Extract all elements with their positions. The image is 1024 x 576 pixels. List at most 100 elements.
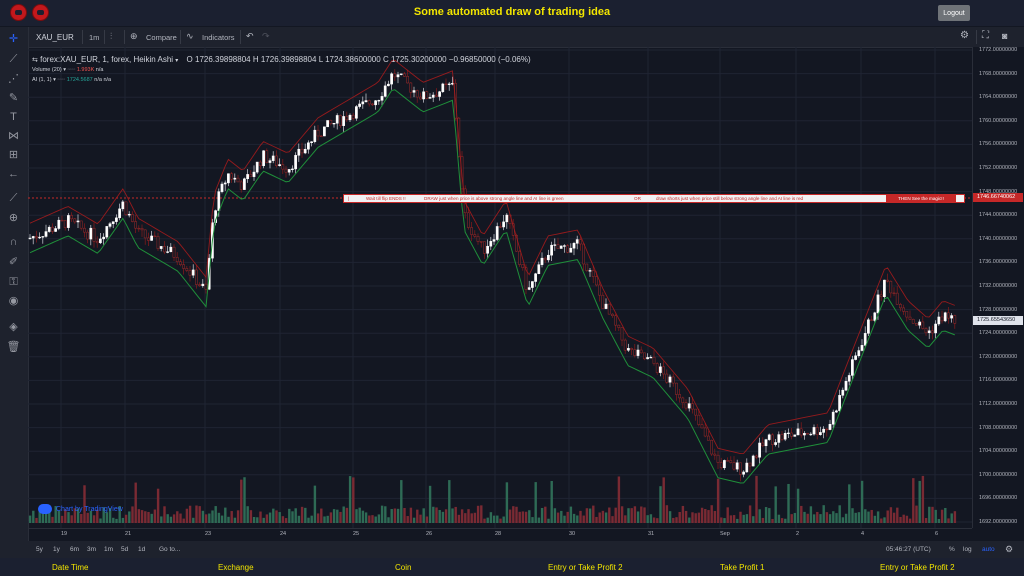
- volume-bar: [243, 477, 246, 523]
- ai-value-2: n/a: [94, 77, 102, 83]
- volume-bar: [518, 511, 521, 523]
- zoom-icon[interactable]: ⊕: [8, 212, 19, 224]
- legend-dropdown-icon[interactable]: ▾: [175, 58, 179, 64]
- text-icon[interactable]: T: [10, 111, 17, 123]
- candle-body: [630, 348, 633, 350]
- eye-icon[interactable]: ◉: [8, 295, 19, 307]
- candle-body: [873, 312, 877, 321]
- price-chart[interactable]: [28, 47, 972, 528]
- candle-body: [783, 433, 787, 440]
- volume-bar: [828, 514, 832, 523]
- candle-body: [639, 349, 643, 354]
- chart-toolbar: XAU_EUR 1m ⫶ ⊕ Compare ∿ Indicators ↶ ↷ …: [28, 27, 1024, 48]
- candle-body: [655, 363, 659, 373]
- legend-dropdown-icon[interactable]: ▾: [63, 67, 66, 73]
- volume-bar: [150, 513, 153, 523]
- time-tick: 30: [569, 531, 576, 537]
- symbol-search[interactable]: XAU_EUR: [36, 33, 74, 42]
- redo-icon[interactable]: ↷: [262, 31, 270, 41]
- volume-bar: [553, 508, 557, 523]
- candle-body: [223, 182, 227, 185]
- clock-readout[interactable]: 05:46:27 (UTC): [886, 546, 931, 553]
- compare-icon[interactable]: ⊕: [130, 31, 138, 41]
- range-button-1m[interactable]: 1m: [104, 546, 114, 553]
- volume-bar: [288, 508, 291, 523]
- back-arrow-icon[interactable]: ←: [8, 168, 19, 180]
- candle-body: [684, 402, 688, 409]
- measure-icon[interactable]: ⊞: [8, 149, 19, 161]
- settings-icon[interactable]: ⚙: [960, 30, 969, 41]
- range-button-1y[interactable]: 1y: [53, 546, 60, 553]
- lock-drawing-icon[interactable]: ✐: [8, 256, 19, 268]
- candle-body: [953, 315, 957, 324]
- volume-bar: [332, 509, 336, 523]
- candle-body: [601, 294, 605, 309]
- candle-body: [479, 241, 483, 243]
- candle-body: [831, 411, 835, 425]
- legend-dropdown-icon[interactable]: ▾: [53, 77, 56, 83]
- candle-body: [156, 236, 160, 249]
- volume-bar: [166, 514, 169, 523]
- volume-label[interactable]: Volume (20): [32, 67, 62, 73]
- interval-select[interactable]: 1m: [89, 33, 100, 42]
- compare-button[interactable]: Compare: [146, 33, 177, 42]
- volume-bar: [483, 518, 486, 523]
- footer-bar: Date Time Exchange Coin Entry or Take Profi…: [0, 558, 1024, 576]
- goto-button[interactable]: Go to...: [159, 546, 181, 553]
- volume-bar: [713, 510, 717, 523]
- volume-bar: [236, 510, 240, 523]
- brush-icon[interactable]: ✎: [8, 92, 19, 104]
- candle-body: [492, 239, 496, 242]
- volume-value-2: n/a: [95, 67, 104, 73]
- time-axis[interactable]: 19 21 23 24 25 26 28 30 31 Sep 2 4 6: [28, 528, 972, 541]
- candle-body: [748, 462, 752, 467]
- range-button-1d[interactable]: 1d: [138, 546, 146, 553]
- volume-bar: [403, 507, 406, 523]
- log-toggle[interactable]: log: [963, 546, 972, 553]
- trash-icon[interactable]: 🗑: [6, 341, 21, 353]
- candle-body: [652, 356, 656, 364]
- candle-body: [806, 433, 809, 435]
- range-button-5d[interactable]: 5d: [121, 546, 129, 553]
- volume-bar: [524, 511, 528, 523]
- pattern-icon[interactable]: ⋈: [8, 130, 19, 142]
- crosshair-icon[interactable]: ✛: [8, 33, 19, 45]
- candle-body: [700, 424, 704, 429]
- tradingview-watermark[interactable]: Chart by TradingView: [38, 504, 123, 514]
- range-button-6m[interactable]: 6m: [70, 546, 80, 553]
- ruler-icon[interactable]: ⟋: [9, 192, 18, 204]
- volume-bar: [892, 512, 896, 523]
- indicators-button[interactable]: Indicators: [202, 33, 235, 42]
- candle-body: [732, 462, 736, 470]
- undo-icon[interactable]: ↶: [246, 31, 254, 41]
- time-tick: 24: [280, 531, 287, 537]
- candle-body: [547, 254, 550, 261]
- percent-toggle[interactable]: %: [949, 546, 955, 553]
- magnet-icon[interactable]: ∩: [9, 236, 18, 248]
- fullscreen-icon[interactable]: ⛶: [982, 30, 989, 41]
- candle-body: [518, 250, 521, 265]
- candle-body: [911, 319, 915, 324]
- price-axis[interactable]: 1772.00000000 1768.00000000 1764.00000000 1…: [972, 47, 1024, 528]
- candle-body: [908, 316, 912, 320]
- auto-toggle[interactable]: auto: [982, 546, 995, 553]
- logout-button[interactable]: Logout: [938, 5, 970, 21]
- volume-controls-icon[interactable]: ▫▫▫▫: [67, 67, 76, 73]
- range-button-3m[interactable]: 3m: [87, 546, 97, 553]
- candle-body: [726, 460, 729, 462]
- trendline-icon[interactable]: ⟋: [9, 53, 18, 65]
- lock-icon[interactable]: ⚿: [9, 276, 18, 288]
- candle-body: [915, 323, 918, 326]
- candle-style-icon[interactable]: ⫶: [110, 31, 113, 41]
- volume-bar: [921, 475, 925, 523]
- indicators-icon[interactable]: ∿: [186, 31, 194, 41]
- candle-body: [217, 191, 221, 211]
- axis-settings-icon[interactable]: ⚙: [1005, 544, 1014, 554]
- camera-icon[interactable]: ◙: [1002, 31, 1008, 41]
- fib-icon[interactable]: ⋰: [8, 73, 19, 85]
- layers-icon[interactable]: ◈: [9, 321, 18, 333]
- ai-controls-icon[interactable]: ▫▫▫▫: [57, 77, 66, 83]
- ai-label[interactable]: AI (1, 1): [32, 77, 52, 83]
- range-button-5y[interactable]: 5y: [36, 546, 43, 553]
- legend-title[interactable]: forex:XAU_EUR, 1, forex, Heikin Ashi: [40, 55, 174, 64]
